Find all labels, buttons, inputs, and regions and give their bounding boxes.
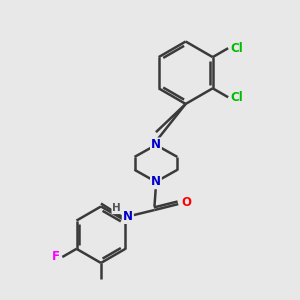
Text: O: O bbox=[182, 196, 192, 209]
Text: Cl: Cl bbox=[230, 91, 243, 104]
Text: N: N bbox=[123, 210, 133, 223]
Text: Cl: Cl bbox=[230, 42, 243, 55]
Text: N: N bbox=[151, 138, 161, 152]
Text: F: F bbox=[52, 250, 60, 263]
Text: H: H bbox=[112, 203, 121, 213]
Text: N: N bbox=[151, 175, 161, 188]
